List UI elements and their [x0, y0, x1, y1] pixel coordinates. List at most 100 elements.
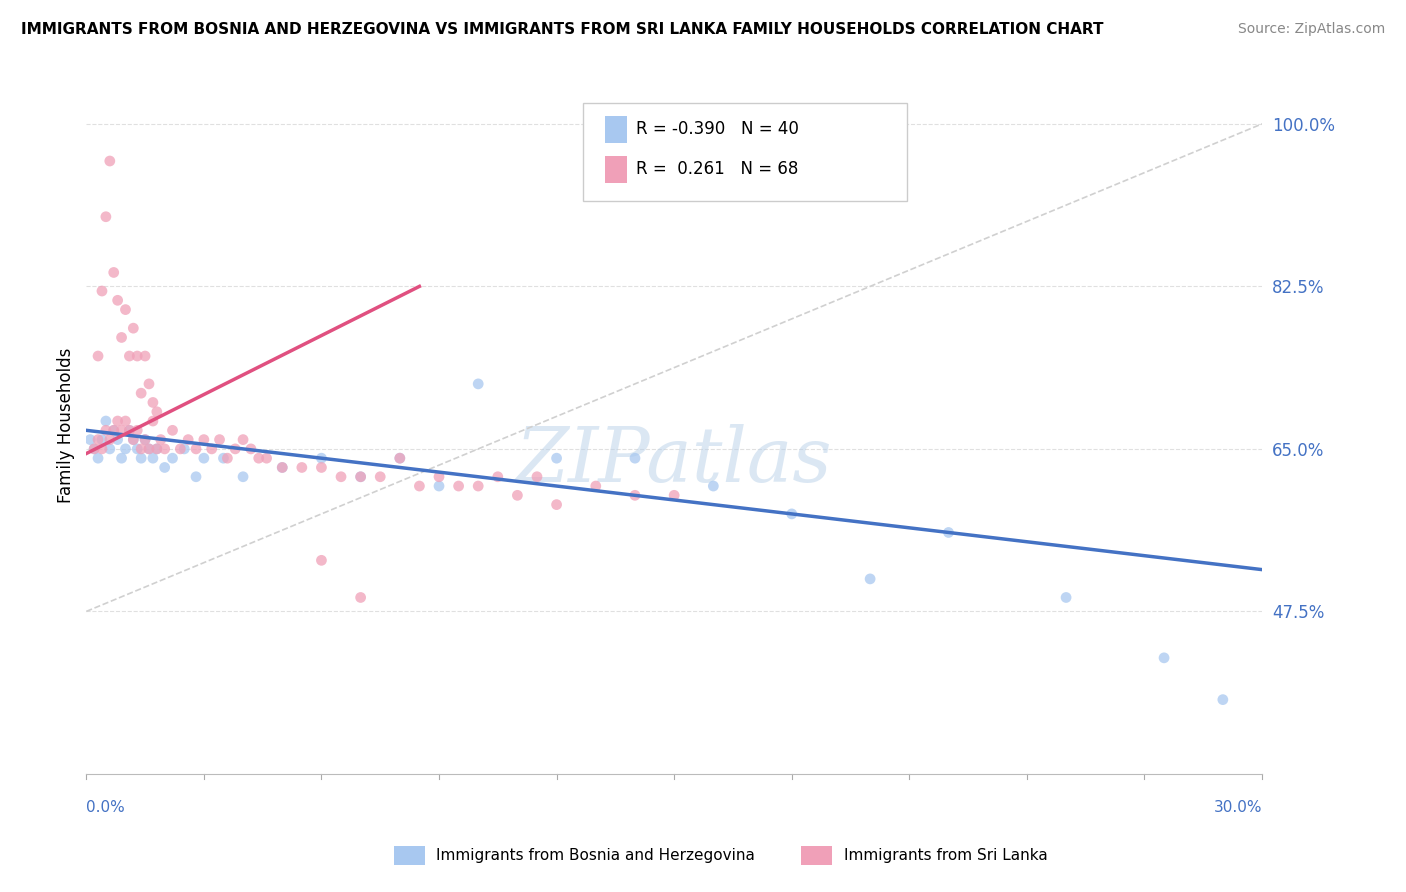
- Point: [311, 553, 333, 567]
- Point: [624, 488, 647, 502]
- Point: [506, 488, 529, 502]
- Point: [388, 451, 411, 466]
- Point: [94, 210, 117, 224]
- Point: [87, 451, 110, 466]
- Point: [118, 423, 141, 437]
- Point: [349, 591, 371, 605]
- Point: [208, 433, 231, 447]
- Point: [98, 433, 121, 447]
- Point: [134, 349, 156, 363]
- Point: [311, 451, 333, 466]
- Point: [368, 469, 391, 483]
- Point: [585, 479, 607, 493]
- Point: [91, 433, 114, 447]
- Point: [232, 469, 254, 483]
- Point: [624, 451, 647, 466]
- Point: [79, 433, 101, 447]
- Point: [349, 469, 371, 483]
- Point: [87, 349, 110, 363]
- Point: [114, 414, 136, 428]
- Point: [256, 451, 278, 466]
- Point: [408, 479, 430, 493]
- Point: [486, 469, 509, 483]
- Point: [177, 433, 200, 447]
- Point: [546, 498, 568, 512]
- Point: [122, 321, 145, 335]
- Point: [127, 349, 149, 363]
- Point: [271, 460, 294, 475]
- Point: [103, 423, 125, 437]
- Point: [169, 442, 191, 456]
- Text: Immigrants from Bosnia and Herzegovina: Immigrants from Bosnia and Herzegovina: [436, 848, 755, 863]
- Point: [388, 451, 411, 466]
- Point: [247, 451, 270, 466]
- Point: [142, 395, 165, 409]
- Point: [232, 433, 254, 447]
- Point: [662, 488, 685, 502]
- Point: [702, 479, 724, 493]
- Point: [83, 442, 105, 456]
- Point: [114, 302, 136, 317]
- Point: [146, 442, 169, 456]
- Point: [201, 442, 224, 456]
- Point: [526, 469, 548, 483]
- Y-axis label: Family Households: Family Households: [58, 348, 75, 503]
- Point: [212, 451, 235, 466]
- Point: [94, 414, 117, 428]
- Point: [122, 433, 145, 447]
- Point: [107, 433, 129, 447]
- Point: [122, 433, 145, 447]
- Point: [142, 414, 165, 428]
- Point: [1153, 650, 1175, 665]
- Point: [153, 442, 176, 456]
- Text: IMMIGRANTS FROM BOSNIA AND HERZEGOVINA VS IMMIGRANTS FROM SRI LANKA FAMILY HOUSE: IMMIGRANTS FROM BOSNIA AND HERZEGOVINA V…: [21, 22, 1104, 37]
- Point: [193, 433, 215, 447]
- Point: [173, 442, 195, 456]
- Point: [1054, 591, 1077, 605]
- Point: [311, 460, 333, 475]
- Point: [134, 433, 156, 447]
- Point: [114, 442, 136, 456]
- Point: [193, 451, 215, 466]
- Point: [349, 469, 371, 483]
- Point: [546, 451, 568, 466]
- Point: [118, 423, 141, 437]
- Point: [94, 423, 117, 437]
- Point: [224, 442, 246, 456]
- Text: Immigrants from Sri Lanka: Immigrants from Sri Lanka: [844, 848, 1047, 863]
- Point: [129, 386, 152, 401]
- Point: [938, 525, 960, 540]
- Point: [427, 479, 450, 493]
- Point: [138, 442, 160, 456]
- Point: [91, 284, 114, 298]
- Point: [467, 479, 489, 493]
- Point: [110, 451, 132, 466]
- Point: [291, 460, 314, 475]
- Point: [110, 330, 132, 344]
- Point: [184, 442, 207, 456]
- Point: [118, 349, 141, 363]
- Point: [217, 451, 239, 466]
- Point: [91, 442, 114, 456]
- Point: [146, 405, 169, 419]
- Point: [1212, 692, 1234, 706]
- Point: [149, 433, 172, 447]
- Point: [98, 442, 121, 456]
- Point: [129, 451, 152, 466]
- Point: [138, 376, 160, 391]
- Point: [127, 423, 149, 437]
- Point: [107, 293, 129, 308]
- Point: [129, 442, 152, 456]
- Point: [110, 423, 132, 437]
- Point: [98, 154, 121, 169]
- Point: [142, 451, 165, 466]
- Text: Source: ZipAtlas.com: Source: ZipAtlas.com: [1237, 22, 1385, 37]
- Point: [83, 442, 105, 456]
- Point: [162, 451, 184, 466]
- Point: [780, 507, 803, 521]
- Point: [134, 433, 156, 447]
- Point: [859, 572, 882, 586]
- Point: [271, 460, 294, 475]
- Point: [103, 265, 125, 279]
- Point: [467, 376, 489, 391]
